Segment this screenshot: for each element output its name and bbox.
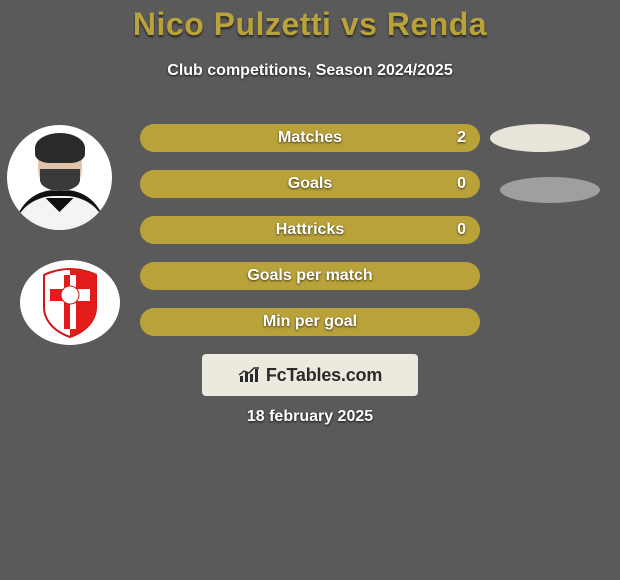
stat-label: Matches <box>140 129 480 147</box>
player-avatar <box>7 125 112 230</box>
stat-label: Goals <box>140 175 480 193</box>
page-title: Nico Pulzetti vs Renda <box>0 6 620 43</box>
stat-value: 2 <box>457 129 466 147</box>
page-root: Nico Pulzetti vs Renda Club competitions… <box>0 0 620 580</box>
avatar-hair <box>35 133 85 163</box>
stat-row-matches: Matches 2 <box>140 124 480 152</box>
side-oval-2 <box>500 177 600 203</box>
club-badge <box>20 260 120 345</box>
stat-row-goals-per-match: Goals per match <box>140 262 480 290</box>
shield-icon <box>40 267 100 339</box>
date-text: 18 february 2025 <box>0 408 620 426</box>
stat-value: 0 <box>457 175 466 193</box>
stat-row-min-per-goal: Min per goal <box>140 308 480 336</box>
stat-bars: Matches 2 Goals 0 Hattricks 0 Goals per … <box>140 124 480 354</box>
bar-chart-icon <box>238 366 260 384</box>
avatar-beard <box>40 169 80 191</box>
stat-label: Min per goal <box>140 313 480 331</box>
side-oval-1 <box>490 124 590 152</box>
stat-row-hattricks: Hattricks 0 <box>140 216 480 244</box>
watermark-text: FcTables.com <box>266 365 382 386</box>
stat-label: Hattricks <box>140 221 480 239</box>
stat-label: Goals per match <box>140 267 480 285</box>
stat-row-goals: Goals 0 <box>140 170 480 198</box>
page-subtitle: Club competitions, Season 2024/2025 <box>0 62 620 80</box>
watermark-badge: FcTables.com <box>202 354 418 396</box>
stat-value: 0 <box>457 221 466 239</box>
